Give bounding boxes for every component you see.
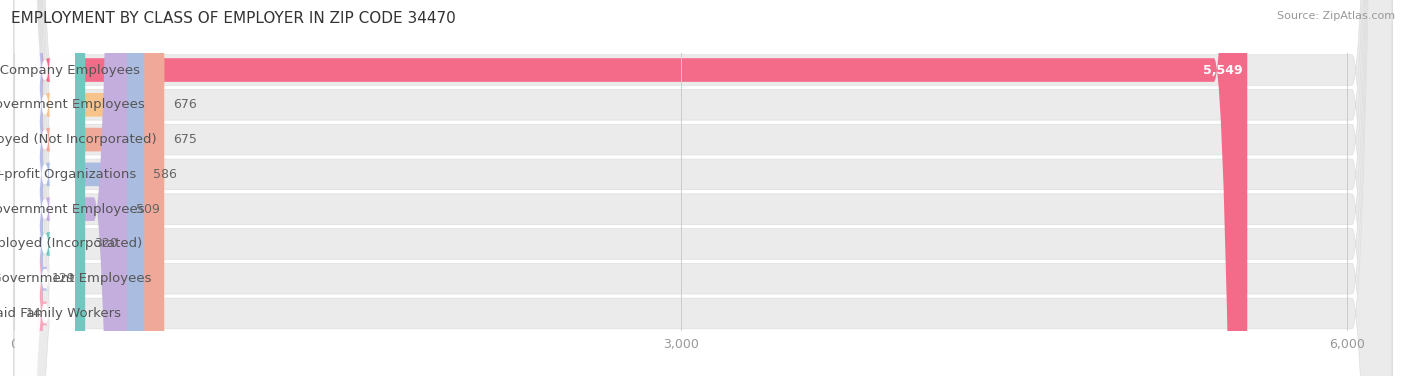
- FancyBboxPatch shape: [14, 0, 1392, 376]
- FancyBboxPatch shape: [14, 0, 1392, 376]
- FancyBboxPatch shape: [14, 0, 1392, 376]
- FancyBboxPatch shape: [14, 0, 1247, 376]
- FancyBboxPatch shape: [14, 0, 165, 376]
- Text: Self-Employed (Incorporated): Self-Employed (Incorporated): [0, 237, 142, 250]
- Text: EMPLOYMENT BY CLASS OF EMPLOYER IN ZIP CODE 34470: EMPLOYMENT BY CLASS OF EMPLOYER IN ZIP C…: [11, 11, 456, 26]
- FancyBboxPatch shape: [15, 0, 75, 376]
- FancyBboxPatch shape: [14, 0, 145, 376]
- FancyBboxPatch shape: [15, 0, 75, 376]
- FancyBboxPatch shape: [15, 0, 75, 376]
- Text: 14: 14: [27, 307, 42, 320]
- Text: 675: 675: [173, 133, 197, 146]
- Text: Source: ZipAtlas.com: Source: ZipAtlas.com: [1277, 11, 1395, 21]
- Text: Unpaid Family Workers: Unpaid Family Workers: [0, 307, 121, 320]
- Text: State Government Employees: State Government Employees: [0, 203, 145, 216]
- Text: 586: 586: [153, 168, 177, 181]
- Text: 129: 129: [52, 272, 76, 285]
- Text: 5,549: 5,549: [1204, 64, 1243, 77]
- FancyBboxPatch shape: [15, 0, 75, 376]
- Text: Federal Government Employees: Federal Government Employees: [0, 272, 152, 285]
- FancyBboxPatch shape: [15, 0, 75, 376]
- Text: 676: 676: [173, 98, 197, 111]
- FancyBboxPatch shape: [15, 0, 75, 376]
- FancyBboxPatch shape: [14, 0, 86, 376]
- FancyBboxPatch shape: [0, 0, 48, 376]
- Text: Local Government Employees: Local Government Employees: [0, 98, 145, 111]
- FancyBboxPatch shape: [14, 0, 1392, 376]
- FancyBboxPatch shape: [14, 0, 1392, 376]
- FancyBboxPatch shape: [14, 0, 127, 376]
- FancyBboxPatch shape: [14, 0, 1392, 376]
- Text: Self-Employed (Not Incorporated): Self-Employed (Not Incorporated): [0, 133, 156, 146]
- FancyBboxPatch shape: [14, 0, 1392, 376]
- FancyBboxPatch shape: [10, 0, 48, 376]
- Text: 509: 509: [136, 203, 160, 216]
- FancyBboxPatch shape: [14, 0, 165, 376]
- FancyBboxPatch shape: [15, 0, 75, 376]
- Text: 320: 320: [94, 237, 118, 250]
- Text: Not-for-profit Organizations: Not-for-profit Organizations: [0, 168, 136, 181]
- FancyBboxPatch shape: [15, 0, 75, 376]
- FancyBboxPatch shape: [14, 0, 1392, 376]
- Text: Private Company Employees: Private Company Employees: [0, 64, 141, 77]
